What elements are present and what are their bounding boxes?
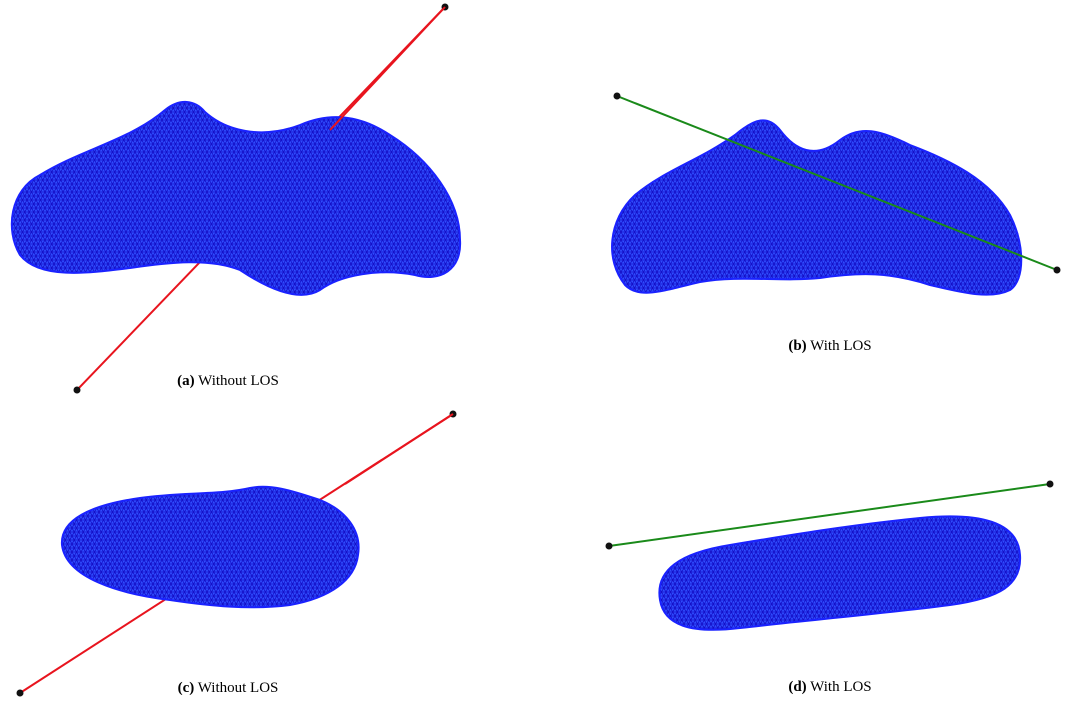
endpoint (1054, 267, 1061, 274)
caption: (c) Without LOS (178, 680, 279, 697)
panel-b (612, 93, 1060, 295)
figure: (a) Without LOS (b) With LOS (c) Without… (0, 0, 1065, 709)
caption-text: With LOS (810, 338, 871, 354)
caption-text: With LOS (810, 679, 871, 695)
caption-label: (d) (788, 679, 806, 695)
mesh-object (659, 516, 1020, 629)
figure-graphics (0, 0, 1065, 709)
caption-label: (a) (177, 373, 195, 389)
panel-d (606, 481, 1054, 630)
endpoint (606, 543, 613, 550)
panel-c (17, 411, 457, 697)
los-line (330, 7, 445, 130)
endpoint (74, 387, 81, 394)
caption-text: Without LOS (198, 373, 279, 389)
endpoint (17, 690, 24, 697)
mesh-object (62, 487, 359, 608)
panel-a (12, 4, 460, 394)
mesh-object (612, 120, 1021, 294)
caption: (d) With LOS (788, 679, 871, 696)
endpoint (614, 93, 621, 100)
caption: (b) With LOS (788, 338, 871, 355)
los-line (345, 414, 453, 484)
caption-text: Without LOS (198, 680, 279, 696)
caption-label: (c) (178, 680, 195, 696)
caption: (a) Without LOS (177, 373, 279, 390)
caption-label: (b) (788, 338, 806, 354)
mesh-object (12, 102, 460, 295)
endpoint (1047, 481, 1054, 488)
